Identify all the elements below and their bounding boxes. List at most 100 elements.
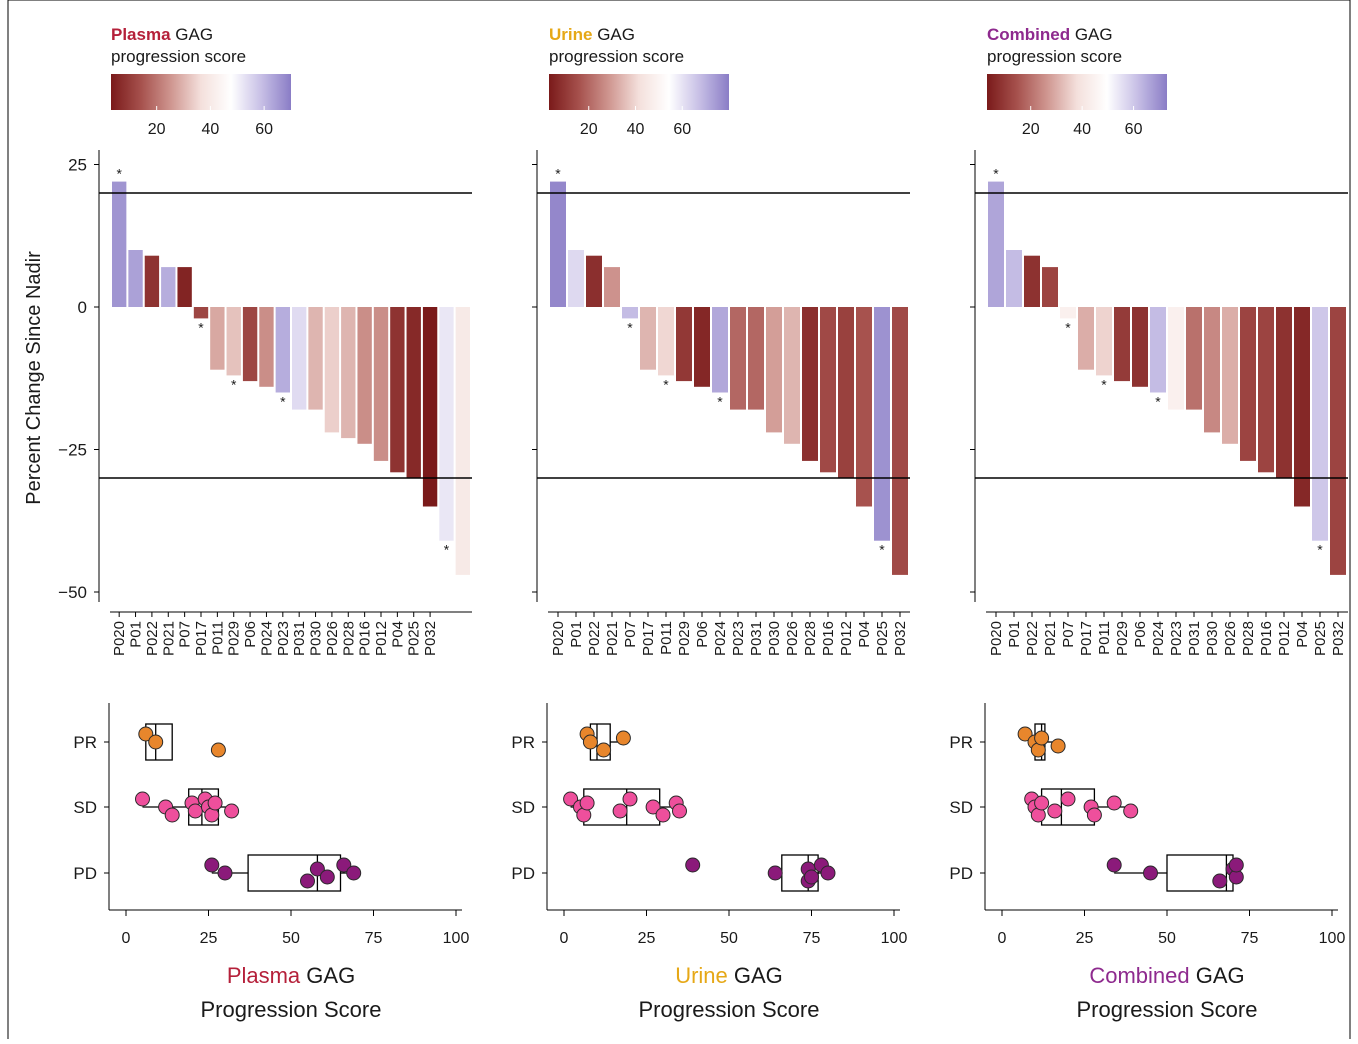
bar [694, 307, 710, 387]
bar [128, 250, 143, 307]
box-point [672, 803, 687, 819]
bar-x-tick-label: P020 [988, 621, 1005, 656]
bar [1024, 255, 1040, 307]
bar [373, 307, 389, 461]
legend-tick-label: 40 [1073, 121, 1091, 138]
significance-asterisk: * [879, 542, 885, 558]
box-point [1050, 738, 1066, 754]
bar-x-tick-label: P017 [640, 621, 657, 656]
legend-title-rest: GAG [171, 25, 214, 44]
box-point [563, 791, 579, 807]
bar-x-tick-label: P016 [820, 621, 837, 656]
significance-asterisk: * [280, 394, 286, 410]
bar [856, 307, 872, 507]
bar [226, 307, 241, 376]
significance-asterisk: * [198, 319, 204, 335]
box-point [685, 857, 701, 873]
box-x-axis-label-line2: Progression Score [639, 997, 820, 1022]
bar [712, 307, 728, 393]
bar [766, 307, 782, 433]
bar-x-tick-label: P022 [1024, 621, 1041, 656]
bar [604, 267, 620, 307]
bar-x-tick-label: P01 [128, 621, 145, 648]
bar [568, 250, 584, 307]
bar [1294, 307, 1310, 507]
box-x-tick-label: 100 [1319, 930, 1346, 947]
panel-plasma: Plasma GAG progression score 20 40 60 25 0 −25 −… [58, 25, 472, 1022]
bar [1222, 307, 1238, 444]
bar [357, 307, 372, 444]
bar-x-tick-label: P04 [856, 621, 873, 648]
bar-x-tick-label: P028 [340, 621, 357, 656]
significance-asterisk: * [717, 394, 723, 410]
bar-x-tick-label: P029 [226, 621, 243, 656]
box-x-axis-label-rest: GAG [728, 963, 783, 988]
bar [622, 307, 638, 319]
legend-title-name: Combined [987, 25, 1070, 44]
bar [275, 307, 290, 393]
bar-x-tick-label: P01 [1006, 621, 1023, 648]
box-group-label: PD [73, 864, 97, 883]
legend-title-rest: GAG [1070, 25, 1113, 44]
bar-x-tick-label: P017 [1078, 621, 1095, 656]
bar [144, 255, 160, 307]
box-x-tick-label: 0 [122, 930, 131, 947]
bar [1114, 307, 1130, 382]
bar-x-tick-label: P011 [1096, 621, 1113, 655]
box-group-label: SD [511, 798, 535, 817]
box-group-label: PR [511, 733, 535, 752]
box-point [309, 861, 325, 877]
bar [259, 307, 274, 387]
legend-tick-label: 60 [1125, 121, 1143, 138]
bar-x-tick-label: P026 [784, 621, 801, 656]
box-point [612, 803, 628, 819]
bar-x-tick-label: P032 [892, 621, 909, 656]
significance-asterisk: * [993, 166, 999, 182]
box-point [187, 803, 203, 819]
bar-x-tick-label: P012 [838, 621, 855, 656]
bar-x-tick-label: P021 [160, 621, 177, 656]
box-point [138, 726, 154, 742]
box-point [319, 869, 335, 885]
box-point [148, 734, 164, 750]
bar-x-tick-label: P011 [658, 621, 675, 655]
bar-x-tick-label: P016 [357, 621, 374, 656]
bar-x-tick-label: P021 [604, 621, 621, 656]
significance-asterisk: * [1065, 319, 1071, 335]
bar-x-tick-label: P026 [324, 621, 341, 656]
box-x-tick-label: 50 [720, 930, 738, 947]
bar-y-tick-label: −50 [58, 583, 87, 602]
bar-x-tick-label: P022 [586, 621, 603, 656]
box-point [767, 865, 783, 881]
bar-x-tick-label: P031 [1186, 621, 1203, 656]
legend-title: Plasma GAG [111, 25, 213, 44]
bar-x-tick-label: P032 [422, 621, 439, 656]
box-point [655, 807, 671, 823]
significance-asterisk: * [444, 542, 450, 558]
bar [1042, 267, 1058, 307]
legend-title-rest: GAG [592, 25, 635, 44]
legend-title-name: Urine [549, 25, 592, 44]
box-x-tick-label: 100 [443, 930, 470, 947]
box-point [336, 857, 352, 873]
panel-combined: Combined GAG progression score 20 40 60 * * * * *… [949, 25, 1348, 1022]
legend-title-name: Plasma [111, 25, 171, 44]
box-x-tick-label: 0 [998, 930, 1007, 947]
bar [550, 181, 566, 307]
box-x-axis-label-line2: Progression Score [1077, 997, 1258, 1022]
bar-x-tick-label: P031 [748, 621, 765, 656]
legend-tick-label: 60 [673, 121, 691, 138]
bar-x-tick-label: P012 [373, 621, 390, 656]
bar-x-tick-label: P029 [1114, 621, 1131, 656]
bar-x-tick-label: P031 [291, 621, 308, 656]
bar-x-tick-label: P028 [802, 621, 819, 656]
significance-asterisk: * [1155, 394, 1161, 410]
box-point [164, 807, 180, 823]
bar-x-tick-label: P024 [712, 621, 729, 656]
bar [1150, 307, 1166, 393]
box-x-tick-label: 75 [365, 930, 383, 947]
bar-x-tick-label: P028 [1240, 621, 1257, 656]
bar [676, 307, 692, 382]
bar [193, 307, 209, 319]
